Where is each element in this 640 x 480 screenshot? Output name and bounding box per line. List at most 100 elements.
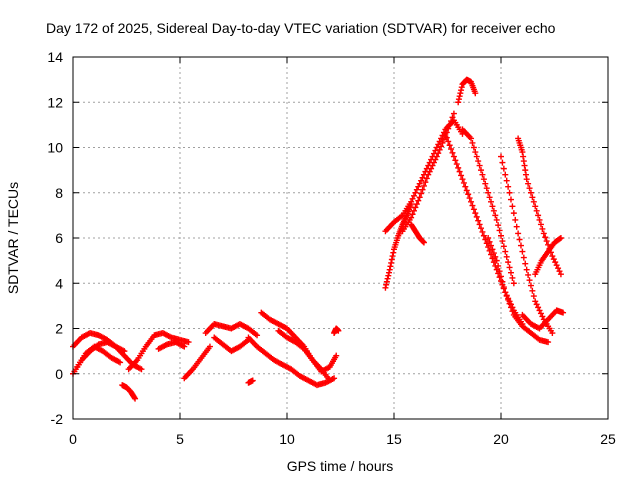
data-point <box>419 174 426 181</box>
data-point <box>333 352 340 359</box>
data-point <box>382 284 389 291</box>
data-point <box>479 228 486 235</box>
series-sat-p <box>382 117 466 235</box>
data-point <box>383 281 390 288</box>
data-point <box>429 162 436 169</box>
data-point <box>529 194 536 201</box>
tick-labels: 0 5 10 15 20 25 -2 0 2 4 6 8 10 12 14 <box>47 49 616 447</box>
data-point <box>472 90 479 97</box>
y-tick-label: 10 <box>47 140 63 156</box>
data-point <box>510 280 517 287</box>
data-point <box>466 195 473 202</box>
data-point <box>412 189 419 196</box>
series-sat-o <box>382 201 415 291</box>
data-point <box>545 241 552 248</box>
data-point <box>413 186 420 193</box>
data-point <box>490 207 497 214</box>
data-point <box>539 225 546 232</box>
data-point <box>532 203 539 210</box>
data-point <box>553 262 560 269</box>
data-point <box>468 135 475 142</box>
x-tick-label: 10 <box>279 431 295 447</box>
series-sat-s <box>442 130 526 327</box>
data-point <box>519 248 526 255</box>
data-point <box>433 153 440 160</box>
data-point <box>475 158 482 165</box>
data-point <box>539 313 546 320</box>
data-point <box>509 274 516 281</box>
data-point <box>503 253 510 260</box>
data-point <box>525 271 532 278</box>
data-point <box>383 278 390 285</box>
data-point <box>533 207 540 214</box>
data-point <box>448 118 455 125</box>
data-point <box>450 153 457 160</box>
data-point <box>520 153 527 160</box>
data-point <box>416 194 423 201</box>
data-point <box>389 253 396 260</box>
data-point <box>419 186 426 193</box>
data-point <box>249 377 256 384</box>
series-sat-t <box>455 76 479 106</box>
y-tick-label: 6 <box>55 230 63 246</box>
data-point <box>438 135 445 142</box>
data-point <box>509 203 516 210</box>
data-point <box>512 216 519 223</box>
data-point <box>478 225 485 232</box>
data-point <box>468 198 475 205</box>
data-point <box>502 248 509 255</box>
data-point <box>535 304 542 311</box>
data-point <box>483 185 490 192</box>
data-point <box>517 242 524 249</box>
data-point <box>505 259 512 266</box>
data-point <box>331 375 338 382</box>
data-point <box>492 253 499 260</box>
data-point <box>489 246 496 253</box>
data-point <box>470 206 477 213</box>
data-point <box>420 239 427 246</box>
data-point <box>480 232 487 239</box>
data-point <box>549 253 556 260</box>
data-point <box>428 165 435 172</box>
y-axis-title: SDTVAR / TECUs <box>5 182 21 294</box>
data-point <box>495 262 502 269</box>
data-point <box>495 222 502 229</box>
data-point <box>420 182 427 189</box>
data-point <box>523 266 530 273</box>
data-point <box>542 234 549 241</box>
data-point <box>522 167 529 174</box>
data-point <box>496 268 503 275</box>
data-point <box>499 238 506 245</box>
data-point <box>470 144 477 151</box>
data-point <box>498 153 504 160</box>
data-point <box>475 217 482 224</box>
data-point <box>498 273 504 280</box>
data-point <box>422 179 429 186</box>
y-tick-label: 4 <box>55 275 63 291</box>
y-tick-label: -2 <box>51 411 64 427</box>
data-point <box>476 162 483 169</box>
data-point <box>482 180 489 187</box>
data-point <box>450 110 457 117</box>
data-point <box>465 191 472 198</box>
data-point <box>502 171 509 178</box>
data-point <box>138 366 145 373</box>
data-point <box>506 189 513 196</box>
data-point <box>469 139 476 146</box>
data-point <box>410 207 417 214</box>
series-sat-q <box>399 110 457 235</box>
data-point <box>416 180 423 187</box>
data-point <box>488 242 495 249</box>
data-point <box>522 171 529 178</box>
series-sat-d <box>119 382 139 402</box>
data-point <box>326 377 333 384</box>
data-point <box>505 183 512 190</box>
data-point <box>556 235 563 242</box>
x-axis-title: GPS time / hours <box>287 458 394 474</box>
data-point <box>510 210 517 217</box>
data-point <box>493 257 500 264</box>
series-sat-n <box>331 325 342 337</box>
data-point <box>530 293 537 300</box>
data-point <box>500 243 507 250</box>
